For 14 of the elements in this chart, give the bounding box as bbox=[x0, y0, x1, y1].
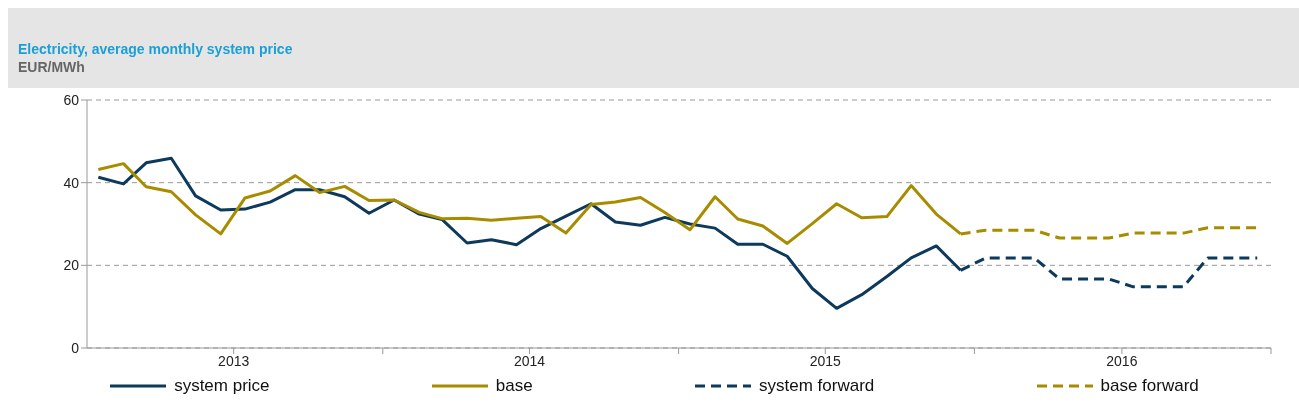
legend-label: system price bbox=[174, 376, 270, 396]
y-tick-label: 0 bbox=[71, 339, 80, 356]
y-tick-label: 40 bbox=[63, 174, 80, 191]
x-tick-label: 2016 bbox=[1106, 352, 1138, 369]
x-tick-label: 2014 bbox=[513, 352, 546, 369]
x-tick-label: 2015 bbox=[809, 352, 842, 369]
chart-title: Electricity, average monthly system price bbox=[18, 41, 293, 57]
legend-label: system forward bbox=[759, 376, 875, 396]
x-tick-label: 2013 bbox=[218, 352, 250, 369]
chart-subtitle: EUR/MWh bbox=[18, 59, 85, 75]
y-tick-label: 20 bbox=[63, 257, 80, 274]
legend-label: base forward bbox=[1100, 376, 1199, 396]
legend-label: base bbox=[495, 376, 533, 396]
y-tick-label: 60 bbox=[63, 91, 80, 108]
